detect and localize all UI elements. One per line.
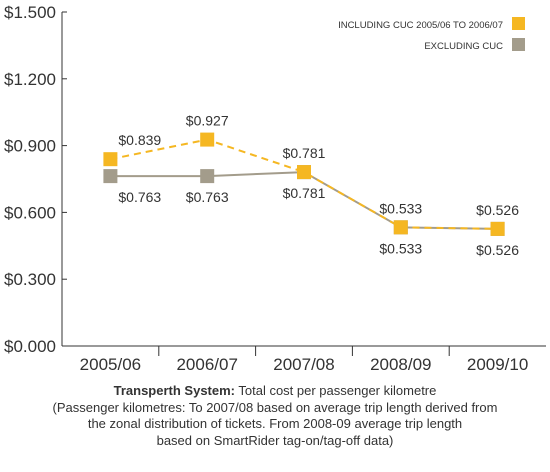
chart-caption: Transperth System: Total cost per passen… (0, 383, 550, 449)
x-tick-label: 2005/06 (80, 355, 141, 374)
data-point (393, 220, 408, 235)
data-labels: $0.839 $0.927 $0.781 $0.533 $0.526 $0.763 $0.7… (118, 113, 519, 258)
caption-title-line: Transperth System: Total cost per passen… (0, 383, 550, 400)
legend-label: INCLUDING CUC 2005/06 TO 2006/07 (338, 20, 503, 31)
caption-title-bold: Transperth System: (113, 383, 235, 398)
chart-axes (61, 12, 546, 347)
x-tick-label: 2006/07 (176, 355, 237, 374)
y-tick-label: $0.300 (4, 270, 56, 289)
y-tick-label: $1.200 (4, 70, 56, 89)
caption-title-rest: Total cost per passenger kilometre (235, 383, 437, 398)
x-tick-label: 2009/10 (467, 355, 528, 374)
legend: INCLUDING CUC 2005/06 TO 2006/07 EXCLUDIN… (338, 17, 525, 52)
y-tick-label: $0.900 (4, 137, 56, 156)
caption-line-2: the zonal distribution of tickets. From … (87, 416, 463, 431)
data-label: $0.839 (118, 132, 161, 148)
data-point (103, 169, 118, 184)
y-axis-ticks: $0.000 $0.300 $0.600 $0.900 $1.200 $1.500 (4, 3, 67, 356)
x-tick-label: 2008/09 (370, 355, 431, 374)
legend-label: EXCLUDING CUC (424, 41, 503, 52)
data-point (103, 152, 118, 167)
caption-line-3: based on SmartRider tag-on/tag-off data) (156, 432, 394, 448)
data-label: $0.526 (476, 242, 519, 258)
x-tick-label: 2007/08 (273, 355, 334, 374)
data-label: $0.763 (186, 189, 229, 205)
data-label: $0.781 (283, 145, 326, 161)
x-axis-ticks: 2005/06 2006/07 2007/08 2008/09 2009/10 (80, 346, 528, 374)
data-label: $0.533 (379, 240, 422, 256)
data-point (200, 132, 215, 147)
data-point (200, 169, 215, 184)
series-line-0 (110, 138, 498, 230)
data-label: $0.526 (476, 202, 519, 218)
series-markers (103, 132, 505, 236)
y-tick-label: $0.000 (4, 337, 56, 356)
line-chart: $0.000 $0.300 $0.600 $0.900 $1.200 $1.500 200… (4, 3, 546, 374)
legend-swatch (512, 17, 525, 30)
y-tick-label: $1.500 (4, 3, 56, 22)
data-label: $0.781 (283, 185, 326, 201)
data-label: $0.927 (186, 113, 229, 129)
data-label: $0.533 (379, 200, 422, 216)
y-tick-label: $0.600 (4, 203, 56, 222)
data-point (490, 221, 505, 236)
caption-line-1: (Passenger kilometres: To 2007/08 based … (52, 399, 498, 415)
legend-swatch (512, 38, 525, 51)
data-label: $0.763 (118, 189, 161, 205)
data-point (297, 165, 311, 180)
